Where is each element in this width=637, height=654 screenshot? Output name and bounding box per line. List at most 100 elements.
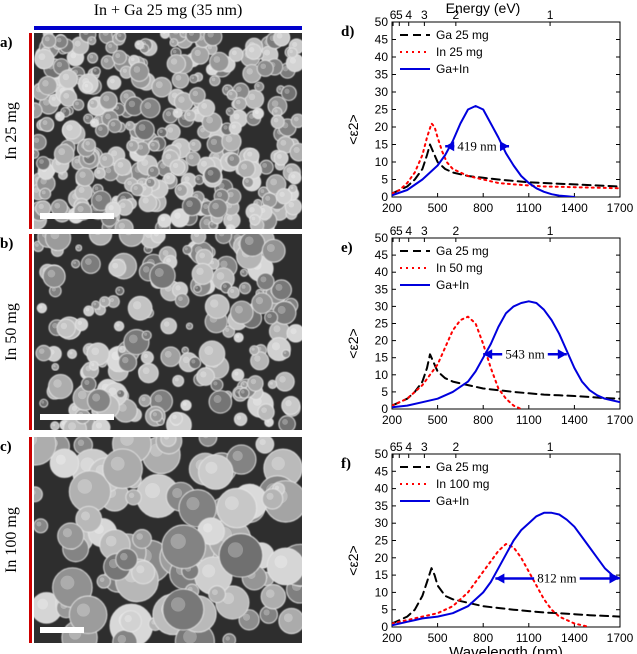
y-tick-label: 45 bbox=[375, 464, 389, 478]
energy-tick-label: 5 bbox=[396, 440, 403, 454]
y-axis-label: <ε2> bbox=[345, 328, 361, 358]
legend-entry: Ga+In bbox=[436, 278, 469, 292]
y-tick-label: 30 bbox=[375, 299, 389, 313]
energy-tick-label: 1 bbox=[547, 224, 554, 238]
scale-bar bbox=[40, 414, 114, 420]
y-tick-label: 15 bbox=[375, 568, 389, 582]
x-tick-label: 1400 bbox=[561, 201, 588, 215]
sem-image bbox=[34, 33, 302, 229]
x-tick-label: 1400 bbox=[561, 413, 588, 427]
fwhm-annotation: 419 nm bbox=[445, 138, 510, 153]
energy-tick-label: 6 bbox=[390, 440, 397, 454]
y-tick-label: 30 bbox=[375, 516, 389, 530]
fwhm-label: 419 nm bbox=[457, 138, 496, 153]
y-tick-label: 5 bbox=[381, 385, 388, 399]
legend-entry: In 100 mg bbox=[436, 477, 489, 491]
energy-tick-label: 2 bbox=[452, 440, 459, 454]
legend-entry: Ga 25 mg bbox=[436, 460, 489, 474]
y-tick-label: 20 bbox=[375, 551, 389, 565]
arrow-right-head bbox=[500, 141, 510, 152]
series-line-ga bbox=[392, 143, 620, 195]
y-axis-label: <ε2> bbox=[345, 114, 361, 144]
sem-image bbox=[34, 234, 302, 430]
y-tick-label: 35 bbox=[375, 499, 389, 513]
energy-tick-label: 2 bbox=[452, 224, 459, 238]
legend-entry: In 50 mg bbox=[436, 261, 483, 275]
plot-frame bbox=[391, 21, 621, 198]
series-line-in bbox=[392, 122, 620, 195]
chart-panel-label: f) bbox=[341, 456, 351, 472]
legend: Ga 25 mg In 50 mg Ga+In bbox=[400, 244, 489, 292]
y-tick-label: 40 bbox=[375, 265, 389, 279]
y-tick-label: 50 bbox=[375, 15, 389, 29]
x-tick-label: 200 bbox=[382, 413, 402, 427]
x-tick-label: 800 bbox=[473, 413, 493, 427]
y-axis-label: <ε2> bbox=[345, 545, 361, 575]
sem-row-label: In 100 mg bbox=[3, 507, 20, 573]
sem-row-label: In 50 mg bbox=[3, 303, 20, 361]
series-line-gain bbox=[392, 105, 576, 197]
y-tick-label: 0 bbox=[381, 190, 388, 204]
y-tick-label: 10 bbox=[375, 368, 389, 382]
series-line-in bbox=[392, 315, 523, 409]
y-tick-label: 5 bbox=[381, 603, 388, 617]
sem-red-bar bbox=[29, 234, 32, 430]
energy-tick-label: 4 bbox=[405, 8, 412, 22]
sem-panel-label: c) bbox=[0, 439, 12, 455]
plot-frame bbox=[391, 453, 621, 628]
series-line-gain bbox=[392, 300, 620, 409]
y-tick-label: 35 bbox=[375, 282, 389, 296]
energy-tick-label: 5 bbox=[396, 8, 403, 22]
energy-tick-label: 3 bbox=[421, 440, 428, 454]
sem-panel-2: b) In 50 mg bbox=[0, 234, 302, 430]
y-tick-label: 10 bbox=[375, 155, 389, 169]
sem-panel-label: a) bbox=[0, 35, 13, 51]
energy-tick-label: 1 bbox=[547, 440, 554, 454]
x-tick-label: 500 bbox=[428, 201, 448, 215]
y-tick-label: 5 bbox=[381, 173, 388, 187]
arrow-right-head bbox=[609, 573, 619, 584]
y-tick-label: 0 bbox=[381, 402, 388, 416]
x-tick-label: 1100 bbox=[516, 413, 542, 427]
y-tick-label: 50 bbox=[375, 447, 389, 461]
x-tick-label: 1100 bbox=[516, 201, 542, 215]
y-tick-label: 45 bbox=[375, 33, 389, 47]
sem-row-label: In 25 mg bbox=[3, 102, 20, 160]
energy-tick-label: 1 bbox=[547, 8, 554, 22]
legend-entry: Ga+In bbox=[436, 62, 469, 76]
legend-entry: Ga 25 mg bbox=[436, 28, 489, 42]
x-tick-label: 200 bbox=[382, 631, 402, 645]
y-tick-label: 0 bbox=[381, 620, 388, 634]
legend: Ga 25 mg In 100 mg Ga+In bbox=[400, 460, 489, 508]
x-tick-label: 1400 bbox=[561, 631, 588, 645]
sem-image-column: a) In 25 mg b) In 50 mg c) In 100 mg bbox=[0, 33, 302, 643]
series-line-in bbox=[392, 543, 591, 627]
energy-tick-label: 4 bbox=[405, 440, 412, 454]
legend-entry: Ga 25 mg bbox=[436, 244, 489, 258]
sem-panel-1: a) In 25 mg bbox=[0, 33, 302, 229]
legend: Ga 25 mg In 25 mg Ga+In bbox=[400, 28, 489, 76]
series-line-ga bbox=[392, 567, 620, 625]
y-tick-label: 40 bbox=[375, 482, 389, 496]
fwhm-label: 543 nm bbox=[505, 346, 544, 361]
arrow-left-head bbox=[445, 141, 455, 152]
arrow-left-head bbox=[483, 349, 493, 360]
x-tick-label: 1100 bbox=[516, 631, 542, 645]
x-tick-label: 500 bbox=[428, 413, 448, 427]
y-tick-label: 35 bbox=[375, 68, 389, 82]
x-tick-label: 800 bbox=[473, 201, 493, 215]
y-tick-label: 40 bbox=[375, 50, 389, 64]
fwhm-annotation: 812 nm bbox=[495, 571, 619, 586]
y-tick-label: 25 bbox=[375, 534, 389, 548]
x-tick-label: 200 bbox=[382, 201, 402, 215]
sem-image bbox=[34, 437, 302, 643]
energy-tick-label: 2 bbox=[452, 8, 459, 22]
x-tick-label: 800 bbox=[473, 631, 493, 645]
energy-tick-label: 3 bbox=[421, 8, 428, 22]
sem-panel-label: b) bbox=[0, 236, 13, 252]
x-tick-label: 500 bbox=[428, 631, 448, 645]
x-axis-label: Wavelength (nm) bbox=[449, 644, 563, 654]
